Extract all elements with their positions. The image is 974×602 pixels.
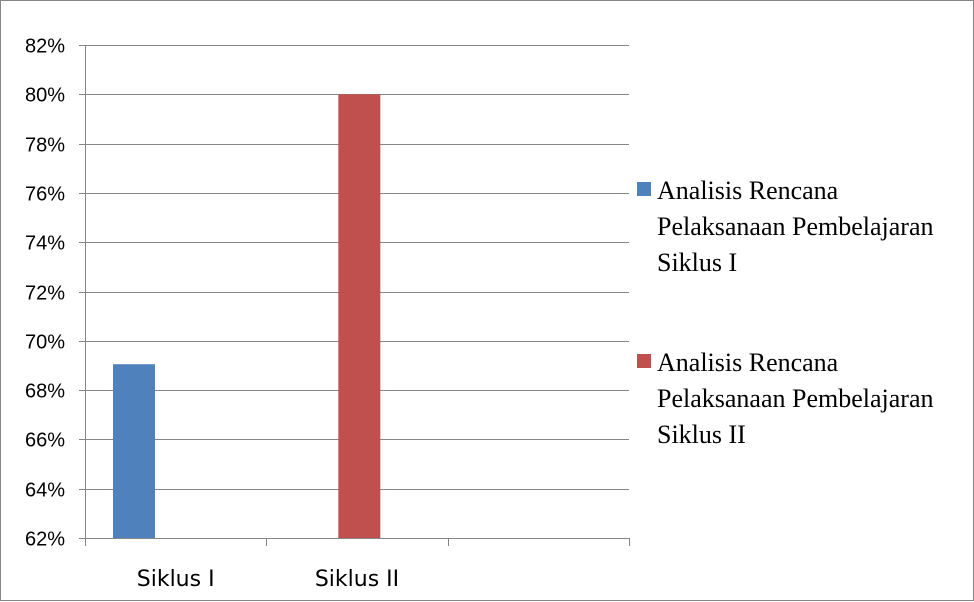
y-tick-label: 62% xyxy=(25,529,65,551)
legend-entry: Analisis Rencana Pelaksanaan Pembelajaran… xyxy=(657,348,934,449)
legend-swatch xyxy=(637,182,651,196)
y-tick-labels: 62% 64% 66% 68% 70% 72% 74% 76% 78% 80% 82% xyxy=(25,36,65,551)
bar-siklus-ii xyxy=(338,94,381,539)
bars xyxy=(113,94,381,539)
y-tick-label: 72% xyxy=(25,283,65,305)
legend-swatch xyxy=(637,354,651,368)
legend-entry: Analisis Rencana Pelaksanaan Pembelajaran… xyxy=(657,176,934,277)
y-tick-label: 78% xyxy=(25,135,65,157)
y-tick-label: 76% xyxy=(25,184,65,206)
bar-siklus-i xyxy=(113,364,155,538)
y-tick-label: 74% xyxy=(25,233,65,255)
legend: Analisis Rencana Pelaksanaan Pembelajaran… xyxy=(637,176,934,449)
y-tick-label: 70% xyxy=(25,332,65,354)
y-tick-label: 64% xyxy=(25,480,65,502)
y-tick-label: 68% xyxy=(25,381,65,403)
x-tick-label: Siklus I xyxy=(137,567,215,592)
x-tick-labels: Siklus I Siklus II xyxy=(137,567,399,592)
y-tick-label: 82% xyxy=(25,36,65,58)
x-tick-label: Siklus II xyxy=(315,567,399,592)
y-tick-label: 66% xyxy=(25,430,65,452)
y-tick-label: 80% xyxy=(25,85,65,107)
axes xyxy=(79,45,630,546)
